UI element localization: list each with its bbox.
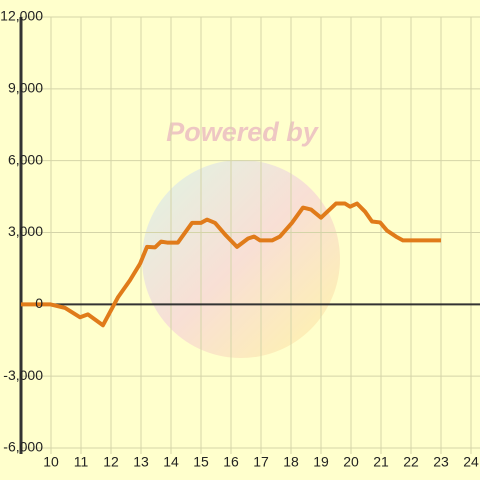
y-tick-label: 6,000: [8, 151, 43, 167]
line: [21, 201, 441, 328]
y-tick-label: 3,000: [8, 223, 43, 239]
x-tick-label: 17: [253, 454, 269, 470]
x-tick-label: 15: [193, 454, 209, 470]
x-tick-label: 18: [283, 454, 299, 470]
y-tick-label: 0: [35, 295, 43, 311]
y-tick-label: -3,000: [3, 367, 43, 383]
x-tick-label: 24: [463, 454, 479, 470]
x-tick-label: 14: [163, 454, 179, 470]
x-tick-label: 11: [74, 454, 89, 470]
x-tick-label: 16: [223, 454, 239, 470]
x-tick-label: 10: [43, 454, 59, 470]
x-tick-label: 22: [403, 454, 419, 470]
x-tick-label: 20: [343, 454, 359, 470]
x-tick-label: 21: [373, 454, 389, 470]
y-tick-label: -6,000: [3, 439, 43, 455]
x-tick-label: 12: [103, 454, 119, 470]
x-tick-label: 13: [133, 454, 149, 470]
watermark: Powered by: [166, 117, 320, 147]
y-tick-label: 9,000: [8, 80, 43, 96]
x-tick-label: 23: [433, 454, 449, 470]
y-tick-label: 12,000: [0, 8, 43, 24]
watermark-logo: [142, 160, 340, 358]
x-tick-label: 19: [313, 454, 329, 470]
